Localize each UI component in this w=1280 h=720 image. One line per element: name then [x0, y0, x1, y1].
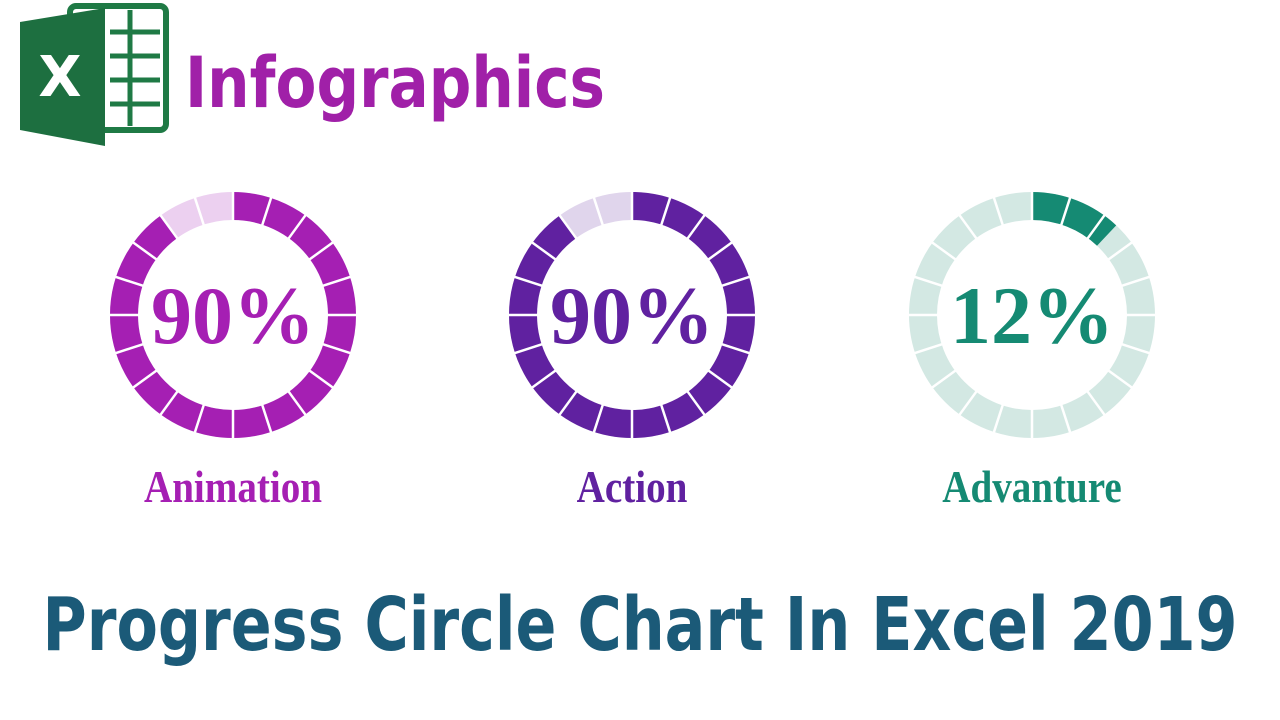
segment-gap [1059, 196, 1072, 226]
segment-gap [114, 342, 144, 355]
segment-gap [322, 275, 352, 288]
progress-circle: 90% Action [508, 191, 756, 513]
segment-gap [260, 404, 273, 434]
progress-circle: 12% Advanture [908, 191, 1156, 513]
segment-gap [659, 196, 672, 226]
segment-gap [131, 369, 158, 389]
segment-gap [558, 390, 578, 417]
segment-gap [958, 390, 978, 417]
segment-gap [913, 275, 943, 288]
segment-gap [659, 404, 672, 434]
segment-gap [513, 275, 543, 288]
segment-gap [958, 213, 978, 240]
value-label: 12% [950, 270, 1114, 361]
segment-gap [131, 241, 158, 261]
segment-gap [992, 196, 1005, 226]
segment-gap [287, 213, 307, 240]
segment-gap [530, 241, 557, 261]
segment-gap [913, 342, 943, 355]
segment-gap [721, 275, 751, 288]
segment-gap [159, 213, 179, 240]
segment-gap [322, 342, 352, 355]
segment-gap [707, 369, 734, 389]
value-label: 90% [151, 270, 315, 361]
segment-gap [721, 342, 751, 355]
segment-gap [308, 241, 335, 261]
logo-letter: X [38, 45, 81, 110]
segment-gap [530, 369, 557, 389]
segment-gap [1121, 342, 1151, 355]
logo-front [20, 8, 105, 146]
header-title: Infographics [185, 42, 605, 124]
segment-gap [193, 196, 206, 226]
segment-gap [592, 404, 605, 434]
segment-gap [686, 213, 706, 240]
category-label: Advanture [942, 462, 1122, 513]
segment-gap [1086, 390, 1106, 417]
segment-gap [287, 390, 307, 417]
segment-gap [1107, 369, 1134, 389]
segment-gap [1121, 275, 1151, 288]
segment-gap [159, 390, 179, 417]
segment-gap [513, 342, 543, 355]
segment-gap [1086, 213, 1106, 240]
segment-gap [193, 404, 206, 434]
segment-gap [686, 390, 706, 417]
segment-gap [114, 275, 144, 288]
segment-gap [308, 369, 335, 389]
segment-gap [260, 196, 273, 226]
segment-gap [1107, 241, 1134, 261]
segment-gap [992, 404, 1005, 434]
segment-gap [930, 369, 957, 389]
category-label: Animation [144, 462, 322, 513]
progress-arc [1031, 192, 1117, 247]
segment-gap [592, 196, 605, 226]
logo-grid [110, 10, 160, 126]
segment-gap [1059, 404, 1072, 434]
segment-gap [930, 241, 957, 261]
segment-gap [707, 241, 734, 261]
segment-gap [558, 213, 578, 240]
excel-logo: X [20, 3, 169, 146]
footer-title: Progress Circle Chart In Excel 2019 [43, 582, 1238, 668]
progress-circle: 90% Animation [109, 191, 357, 513]
value-label: 90% [550, 270, 714, 361]
category-label: Action [577, 462, 688, 513]
